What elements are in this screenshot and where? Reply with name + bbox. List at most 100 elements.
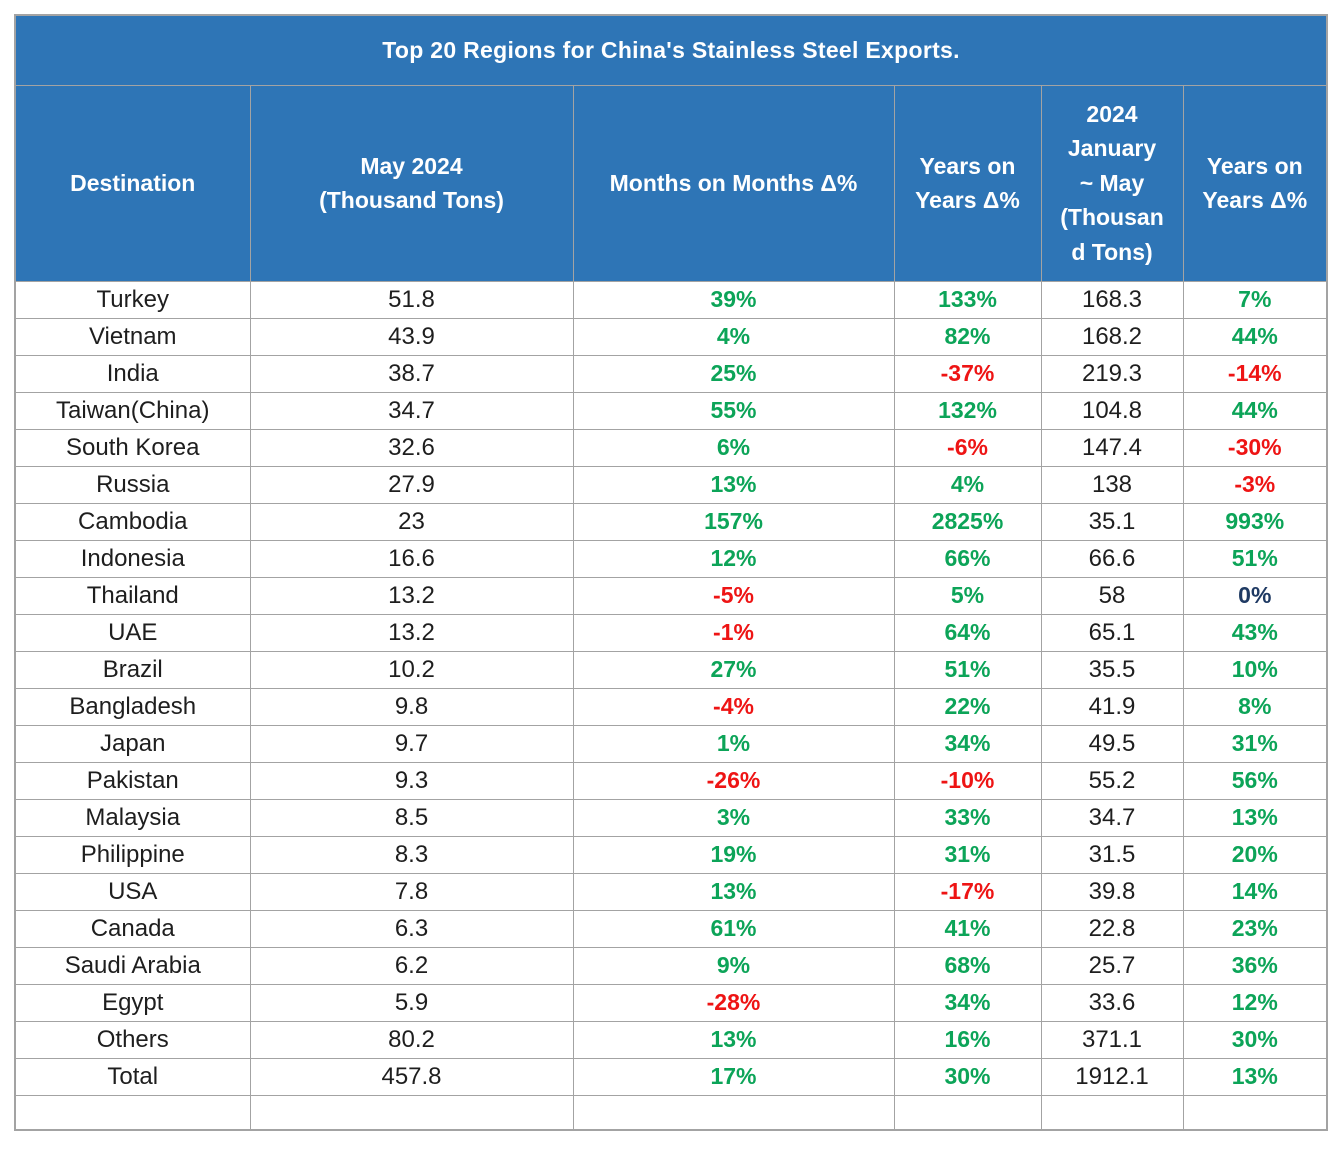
table-row: Pakistan 9.3 -26% -10% 55.2 56%	[14, 761, 1328, 800]
table-row: Total 457.8 17% 30% 1912.1 13%	[14, 1057, 1328, 1096]
table-title: Top 20 Regions for China's Stainless Ste…	[14, 14, 1328, 86]
percent-cell: -30%	[1182, 428, 1328, 467]
percent-cell: 20%	[1182, 835, 1328, 874]
column-header-0: Destination	[14, 84, 251, 282]
destination-cell: Saudi Arabia	[14, 946, 251, 985]
value-cell: 43.9	[249, 317, 574, 356]
value-cell: 35.5	[1040, 650, 1184, 689]
value-cell: 39.8	[1040, 872, 1184, 911]
empty-cell	[893, 1094, 1042, 1131]
empty-cell	[14, 1094, 251, 1131]
percent-cell: 30%	[1182, 1020, 1328, 1059]
percent-cell: 7%	[1182, 280, 1328, 319]
table-row: Philippine 8.3 19% 31% 31.5 20%	[14, 835, 1328, 874]
table-row: Vietnam 43.9 4% 82% 168.2 44%	[14, 317, 1328, 356]
value-cell: 168.2	[1040, 317, 1184, 356]
percent-cell: 8%	[1182, 687, 1328, 726]
value-cell: 66.6	[1040, 539, 1184, 578]
percent-cell: 9%	[572, 946, 895, 985]
value-cell: 49.5	[1040, 724, 1184, 763]
percent-cell: 1%	[572, 724, 895, 763]
table-row: South Korea 32.6 6% -6% 147.4 -30%	[14, 428, 1328, 467]
value-cell: 35.1	[1040, 502, 1184, 541]
empty-cell	[249, 1094, 574, 1131]
table-title-row: Top 20 Regions for China's Stainless Ste…	[14, 14, 1328, 86]
destination-cell: Cambodia	[14, 502, 251, 541]
destination-cell: Total	[14, 1057, 251, 1096]
percent-cell: 33%	[893, 798, 1042, 837]
percent-cell: 61%	[572, 909, 895, 948]
value-cell: 41.9	[1040, 687, 1184, 726]
value-cell: 168.3	[1040, 280, 1184, 319]
percent-cell: 13%	[572, 1020, 895, 1059]
percent-cell: 68%	[893, 946, 1042, 985]
table-row: Malaysia 8.5 3% 33% 34.7 13%	[14, 798, 1328, 837]
destination-cell: Thailand	[14, 576, 251, 615]
table-row: Turkey 51.8 39% 133% 168.3 7%	[14, 280, 1328, 319]
value-cell: 51.8	[249, 280, 574, 319]
value-cell: 7.8	[249, 872, 574, 911]
percent-cell: 13%	[572, 872, 895, 911]
column-header-3: Years on Years Δ%	[893, 84, 1042, 282]
destination-cell: Russia	[14, 465, 251, 504]
exports-table-wrap: Top 20 Regions for China's Stainless Ste…	[14, 14, 1329, 1131]
value-cell: 9.7	[249, 724, 574, 763]
column-header-4: 2024 January ~ May (Thousan d Tons)	[1040, 84, 1184, 282]
table-row: Thailand 13.2 -5% 5% 58 0%	[14, 576, 1328, 615]
destination-cell: Canada	[14, 909, 251, 948]
value-cell: 34.7	[249, 391, 574, 430]
percent-cell: 43%	[1182, 613, 1328, 652]
value-cell: 22.8	[1040, 909, 1184, 948]
destination-cell: Taiwan(China)	[14, 391, 251, 430]
percent-cell: 41%	[893, 909, 1042, 948]
percent-cell: 31%	[1182, 724, 1328, 763]
destination-cell: UAE	[14, 613, 251, 652]
destination-cell: Turkey	[14, 280, 251, 319]
percent-cell: -10%	[893, 761, 1042, 800]
percent-cell: 5%	[893, 576, 1042, 615]
value-cell: 8.3	[249, 835, 574, 874]
value-cell: 34.7	[1040, 798, 1184, 837]
percent-cell: 993%	[1182, 502, 1328, 541]
column-header-5: Years on Years Δ%	[1182, 84, 1328, 282]
value-cell: 219.3	[1040, 354, 1184, 393]
percent-cell: 22%	[893, 687, 1042, 726]
percent-cell: 14%	[1182, 872, 1328, 911]
percent-cell: 17%	[572, 1057, 895, 1096]
destination-cell: Philippine	[14, 835, 251, 874]
percent-cell: 132%	[893, 391, 1042, 430]
percent-cell: -5%	[572, 576, 895, 615]
table-row: Canada 6.3 61% 41% 22.8 23%	[14, 909, 1328, 948]
destination-cell: Egypt	[14, 983, 251, 1022]
percent-cell: 44%	[1182, 317, 1328, 356]
percent-cell: 56%	[1182, 761, 1328, 800]
value-cell: 1912.1	[1040, 1057, 1184, 1096]
percent-cell: 30%	[893, 1057, 1042, 1096]
percent-cell: 27%	[572, 650, 895, 689]
percent-cell: -3%	[1182, 465, 1328, 504]
value-cell: 13.2	[249, 576, 574, 615]
empty-row	[14, 1094, 1328, 1131]
table-header-row: Destination May 2024 (Thousand Tons) Month…	[14, 84, 1328, 282]
percent-cell: 36%	[1182, 946, 1328, 985]
value-cell: 65.1	[1040, 613, 1184, 652]
value-cell: 147.4	[1040, 428, 1184, 467]
table-row: Bangladesh 9.8 -4% 22% 41.9 8%	[14, 687, 1328, 726]
destination-cell: Bangladesh	[14, 687, 251, 726]
value-cell: 25.7	[1040, 946, 1184, 985]
percent-cell: 19%	[572, 835, 895, 874]
destination-cell: Vietnam	[14, 317, 251, 356]
table-row: Egypt 5.9 -28% 34% 33.6 12%	[14, 983, 1328, 1022]
destination-cell: Brazil	[14, 650, 251, 689]
value-cell: 457.8	[249, 1057, 574, 1096]
percent-cell: 55%	[572, 391, 895, 430]
value-cell: 138	[1040, 465, 1184, 504]
percent-cell: 16%	[893, 1020, 1042, 1059]
value-cell: 8.5	[249, 798, 574, 837]
value-cell: 27.9	[249, 465, 574, 504]
destination-cell: India	[14, 354, 251, 393]
destination-cell: Indonesia	[14, 539, 251, 578]
destination-cell: Malaysia	[14, 798, 251, 837]
value-cell: 6.3	[249, 909, 574, 948]
percent-cell: 12%	[1182, 983, 1328, 1022]
